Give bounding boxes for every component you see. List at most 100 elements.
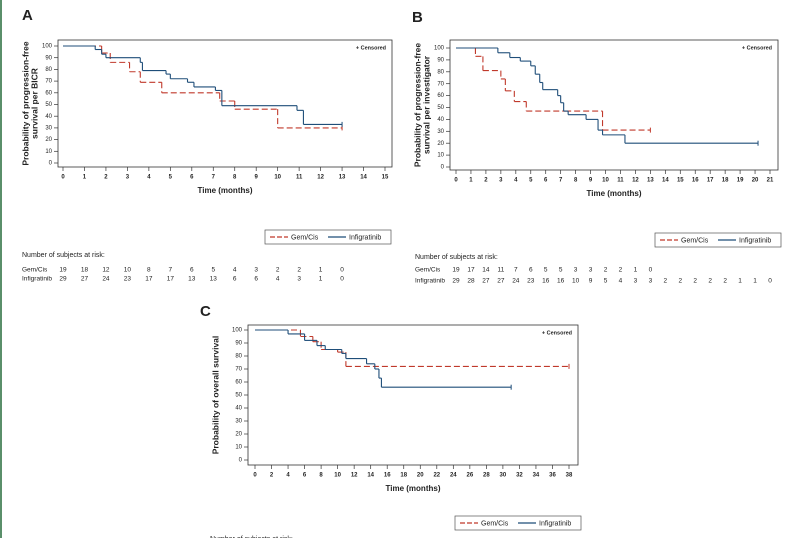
x-tick-label: 14	[367, 473, 374, 479]
x-tick-label: 32	[516, 473, 523, 479]
risk-row-name: Infigratinib	[22, 276, 52, 283]
risk-count: 4	[233, 267, 237, 274]
risk-count: 17	[467, 267, 475, 274]
plot-frame	[57, 39, 393, 168]
y-axis-label: Probability of progression-free	[20, 41, 30, 165]
panel-letter: A	[22, 7, 33, 24]
risk-count: 3	[649, 278, 653, 285]
y-tick-label: 0	[239, 458, 243, 464]
x-tick-label: 20	[752, 178, 759, 184]
y-tick-label: 60	[437, 93, 444, 99]
y-tick-label: 100	[434, 46, 445, 52]
risk-row-name: Gem/Cis	[415, 267, 441, 274]
x-tick-label: 18	[722, 178, 729, 184]
legend-box	[454, 515, 582, 531]
risk-count: 0	[340, 276, 344, 283]
y-tick-label: 100	[232, 328, 243, 334]
x-tick-label: 0	[253, 473, 257, 479]
x-tick-label: 15	[382, 175, 389, 181]
y-axis-label: survival per BICR	[29, 68, 39, 139]
x-tick-label: 7	[212, 175, 216, 181]
y-tick-label: 70	[235, 367, 242, 373]
x-tick-label: 10	[274, 175, 281, 181]
risk-count: 2	[708, 278, 712, 285]
y-tick-label: 40	[235, 406, 242, 412]
risk-count: 10	[124, 267, 132, 274]
risk-count: 2	[619, 267, 623, 274]
censored-note: + Censored	[742, 45, 772, 51]
x-tick-label: 8	[574, 178, 578, 184]
y-tick-label: 50	[235, 393, 242, 399]
legend-label: Gem/Cis	[481, 520, 509, 527]
x-tick-label: 22	[433, 473, 440, 479]
x-tick-label: 10	[334, 473, 341, 479]
x-tick-label: 4	[514, 178, 518, 184]
risk-count: 1	[634, 267, 638, 274]
y-tick-label: 30	[45, 125, 52, 131]
risk-count: 2	[297, 267, 301, 274]
x-tick-label: 4	[286, 473, 290, 479]
x-tick-label: 6	[190, 175, 194, 181]
legend-label: Infigratinib	[349, 234, 381, 241]
risk-count: 19	[452, 267, 460, 274]
x-tick-label: 24	[450, 473, 457, 479]
risk-count: 10	[572, 278, 580, 285]
legend-label: Infigratinib	[739, 237, 771, 244]
x-tick-label: 1	[469, 178, 473, 184]
x-tick-label: 3	[126, 175, 130, 181]
y-tick-label: 100	[42, 44, 53, 50]
x-tick-label: 8	[233, 175, 237, 181]
x-tick-label: 8	[319, 473, 323, 479]
x-tick-label: 6	[544, 178, 548, 184]
risk-count: 3	[254, 267, 258, 274]
risk-count: 0	[340, 267, 344, 274]
risk-count: 0	[649, 267, 653, 274]
y-tick-label: 40	[45, 114, 52, 120]
y-tick-label: 90	[235, 341, 242, 347]
risk-count: 13	[188, 276, 196, 283]
risk-count: 1	[738, 278, 742, 285]
y-tick-label: 30	[235, 419, 242, 425]
risk-count: 5	[211, 267, 215, 274]
y-axis-label: survival per investigator	[421, 55, 431, 154]
x-tick-label: 38	[566, 473, 573, 479]
risk-count: 3	[634, 278, 638, 285]
risk-count: 17	[145, 276, 153, 283]
risk-count: 2	[276, 267, 280, 274]
censored-note: + Censored	[356, 45, 386, 51]
y-tick-label: 20	[45, 137, 52, 143]
x-tick-label: 12	[351, 473, 358, 479]
x-tick-label: 0	[454, 178, 458, 184]
risk-count: 12	[102, 267, 110, 274]
x-tick-label: 30	[500, 473, 507, 479]
y-tick-label: 0	[441, 165, 445, 171]
y-tick-label: 70	[45, 79, 52, 85]
x-tick-label: 9	[255, 175, 259, 181]
risk-count: 23	[124, 276, 132, 283]
x-tick-label: 34	[533, 473, 540, 479]
risk-count: 5	[559, 267, 563, 274]
risk-count: 16	[557, 278, 565, 285]
risk-count: 2	[723, 278, 727, 285]
risk-count: 28	[467, 278, 475, 285]
y-tick-label: 10	[45, 149, 52, 155]
censored-note: + Censored	[542, 330, 572, 336]
risk-table-title: Number of subjects at risk:	[210, 536, 293, 538]
x-tick-label: 18	[400, 473, 407, 479]
risk-count: 18	[81, 267, 89, 274]
legend-label: Gem/Cis	[291, 234, 319, 241]
y-tick-label: 50	[437, 105, 444, 111]
risk-count: 19	[59, 267, 67, 274]
x-tick-label: 14	[360, 175, 367, 181]
y-tick-label: 40	[437, 117, 444, 123]
risk-count: 27	[81, 276, 89, 283]
x-tick-label: 20	[417, 473, 424, 479]
y-axis-label: Probability of overall survival	[210, 336, 220, 455]
risk-count: 23	[527, 278, 535, 285]
risk-count: 4	[276, 276, 280, 283]
risk-count: 14	[482, 267, 490, 274]
x-tick-label: 5	[529, 178, 533, 184]
risk-count: 29	[452, 278, 460, 285]
risk-count: 0	[768, 278, 772, 285]
